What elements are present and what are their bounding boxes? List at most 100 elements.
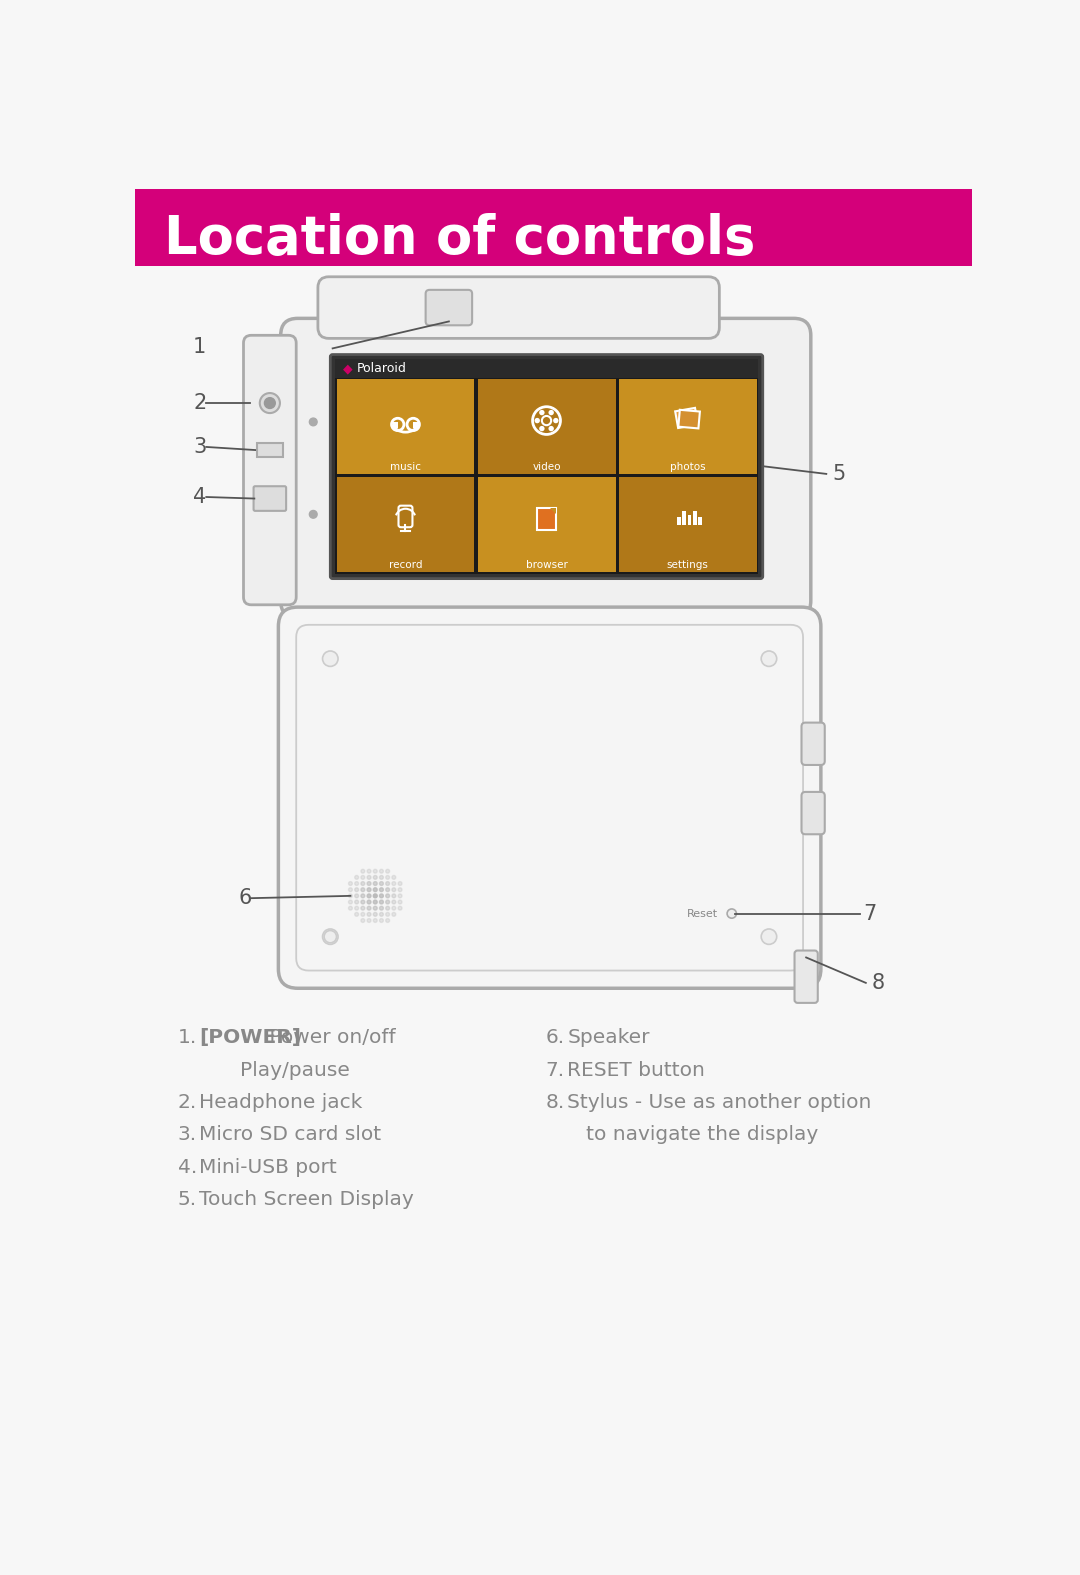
Circle shape	[367, 899, 372, 904]
FancyBboxPatch shape	[279, 606, 821, 988]
Circle shape	[392, 895, 395, 898]
Circle shape	[379, 882, 383, 885]
Text: 8: 8	[872, 973, 885, 992]
Circle shape	[265, 397, 275, 408]
Circle shape	[324, 931, 337, 943]
Circle shape	[367, 888, 372, 891]
Circle shape	[386, 912, 390, 917]
Text: settings: settings	[666, 559, 708, 570]
Text: 3.: 3.	[177, 1125, 197, 1145]
Circle shape	[367, 912, 372, 917]
Circle shape	[399, 888, 402, 891]
Circle shape	[549, 410, 554, 416]
Circle shape	[399, 895, 402, 898]
Circle shape	[361, 895, 365, 898]
FancyBboxPatch shape	[243, 335, 296, 605]
Bar	[619, 380, 757, 474]
Bar	[414, 422, 418, 428]
FancyBboxPatch shape	[254, 487, 286, 510]
Text: music: music	[390, 461, 421, 471]
Text: Location of controls: Location of controls	[164, 213, 756, 265]
Bar	[477, 477, 616, 572]
Circle shape	[379, 912, 383, 917]
Circle shape	[392, 882, 395, 885]
Circle shape	[374, 918, 377, 923]
FancyBboxPatch shape	[801, 723, 825, 765]
Text: Reset: Reset	[687, 909, 718, 918]
Text: 2: 2	[193, 394, 206, 413]
Circle shape	[539, 425, 544, 432]
Circle shape	[392, 899, 395, 904]
Polygon shape	[550, 509, 556, 513]
Text: Mini-USB port: Mini-USB port	[200, 1158, 337, 1177]
Bar	[678, 410, 700, 428]
Text: 7.: 7.	[545, 1060, 565, 1079]
Text: 6.: 6.	[545, 1028, 565, 1047]
Circle shape	[374, 895, 377, 898]
Circle shape	[374, 888, 377, 891]
Circle shape	[392, 912, 395, 917]
Text: Power on/off: Power on/off	[262, 1028, 395, 1047]
Bar	[619, 477, 757, 572]
Circle shape	[374, 899, 377, 904]
Circle shape	[361, 882, 365, 885]
Text: 1: 1	[193, 337, 206, 358]
Circle shape	[260, 394, 280, 413]
Circle shape	[379, 888, 383, 891]
Circle shape	[361, 912, 365, 917]
Circle shape	[379, 899, 383, 904]
Text: photos: photos	[670, 461, 705, 471]
Circle shape	[386, 918, 390, 923]
Bar	[135, 189, 972, 266]
Circle shape	[392, 906, 395, 910]
Text: Touch Screen Display: Touch Screen Display	[200, 1191, 414, 1210]
Circle shape	[399, 906, 402, 910]
Circle shape	[367, 906, 372, 910]
Circle shape	[309, 510, 318, 518]
Circle shape	[535, 417, 540, 424]
Circle shape	[349, 906, 352, 910]
Circle shape	[727, 909, 737, 918]
Text: 8.: 8.	[545, 1093, 565, 1112]
Circle shape	[349, 895, 352, 898]
Circle shape	[761, 929, 777, 945]
Circle shape	[354, 888, 359, 891]
Text: Polaroid: Polaroid	[356, 362, 406, 375]
Circle shape	[349, 899, 352, 904]
Bar	[688, 515, 691, 524]
FancyBboxPatch shape	[426, 290, 472, 326]
Circle shape	[354, 882, 359, 885]
Circle shape	[367, 918, 372, 923]
Circle shape	[374, 882, 377, 885]
Bar	[335, 359, 758, 378]
FancyBboxPatch shape	[318, 277, 719, 339]
Bar	[335, 359, 758, 573]
Text: 4.: 4.	[177, 1158, 197, 1177]
Bar	[393, 422, 397, 428]
Bar	[337, 477, 474, 572]
Text: 1.: 1.	[177, 1028, 197, 1047]
Circle shape	[323, 650, 338, 666]
Circle shape	[361, 869, 365, 873]
Circle shape	[367, 869, 372, 873]
Text: 6: 6	[238, 888, 252, 909]
Text: [POWER]: [POWER]	[200, 1028, 301, 1047]
Circle shape	[539, 410, 544, 416]
Circle shape	[386, 906, 390, 910]
Text: browser: browser	[526, 559, 567, 570]
Bar	[477, 380, 616, 474]
Circle shape	[379, 876, 383, 879]
FancyBboxPatch shape	[801, 792, 825, 835]
Circle shape	[386, 882, 390, 885]
Text: 2.: 2.	[177, 1093, 197, 1112]
FancyBboxPatch shape	[257, 443, 283, 457]
Circle shape	[399, 882, 402, 885]
Circle shape	[361, 888, 365, 891]
Circle shape	[354, 912, 359, 917]
Circle shape	[399, 899, 402, 904]
Circle shape	[309, 417, 318, 425]
Text: Headphone jack: Headphone jack	[200, 1093, 363, 1112]
Bar	[693, 510, 697, 524]
Bar	[537, 509, 556, 529]
Text: RESET button: RESET button	[567, 1060, 705, 1079]
